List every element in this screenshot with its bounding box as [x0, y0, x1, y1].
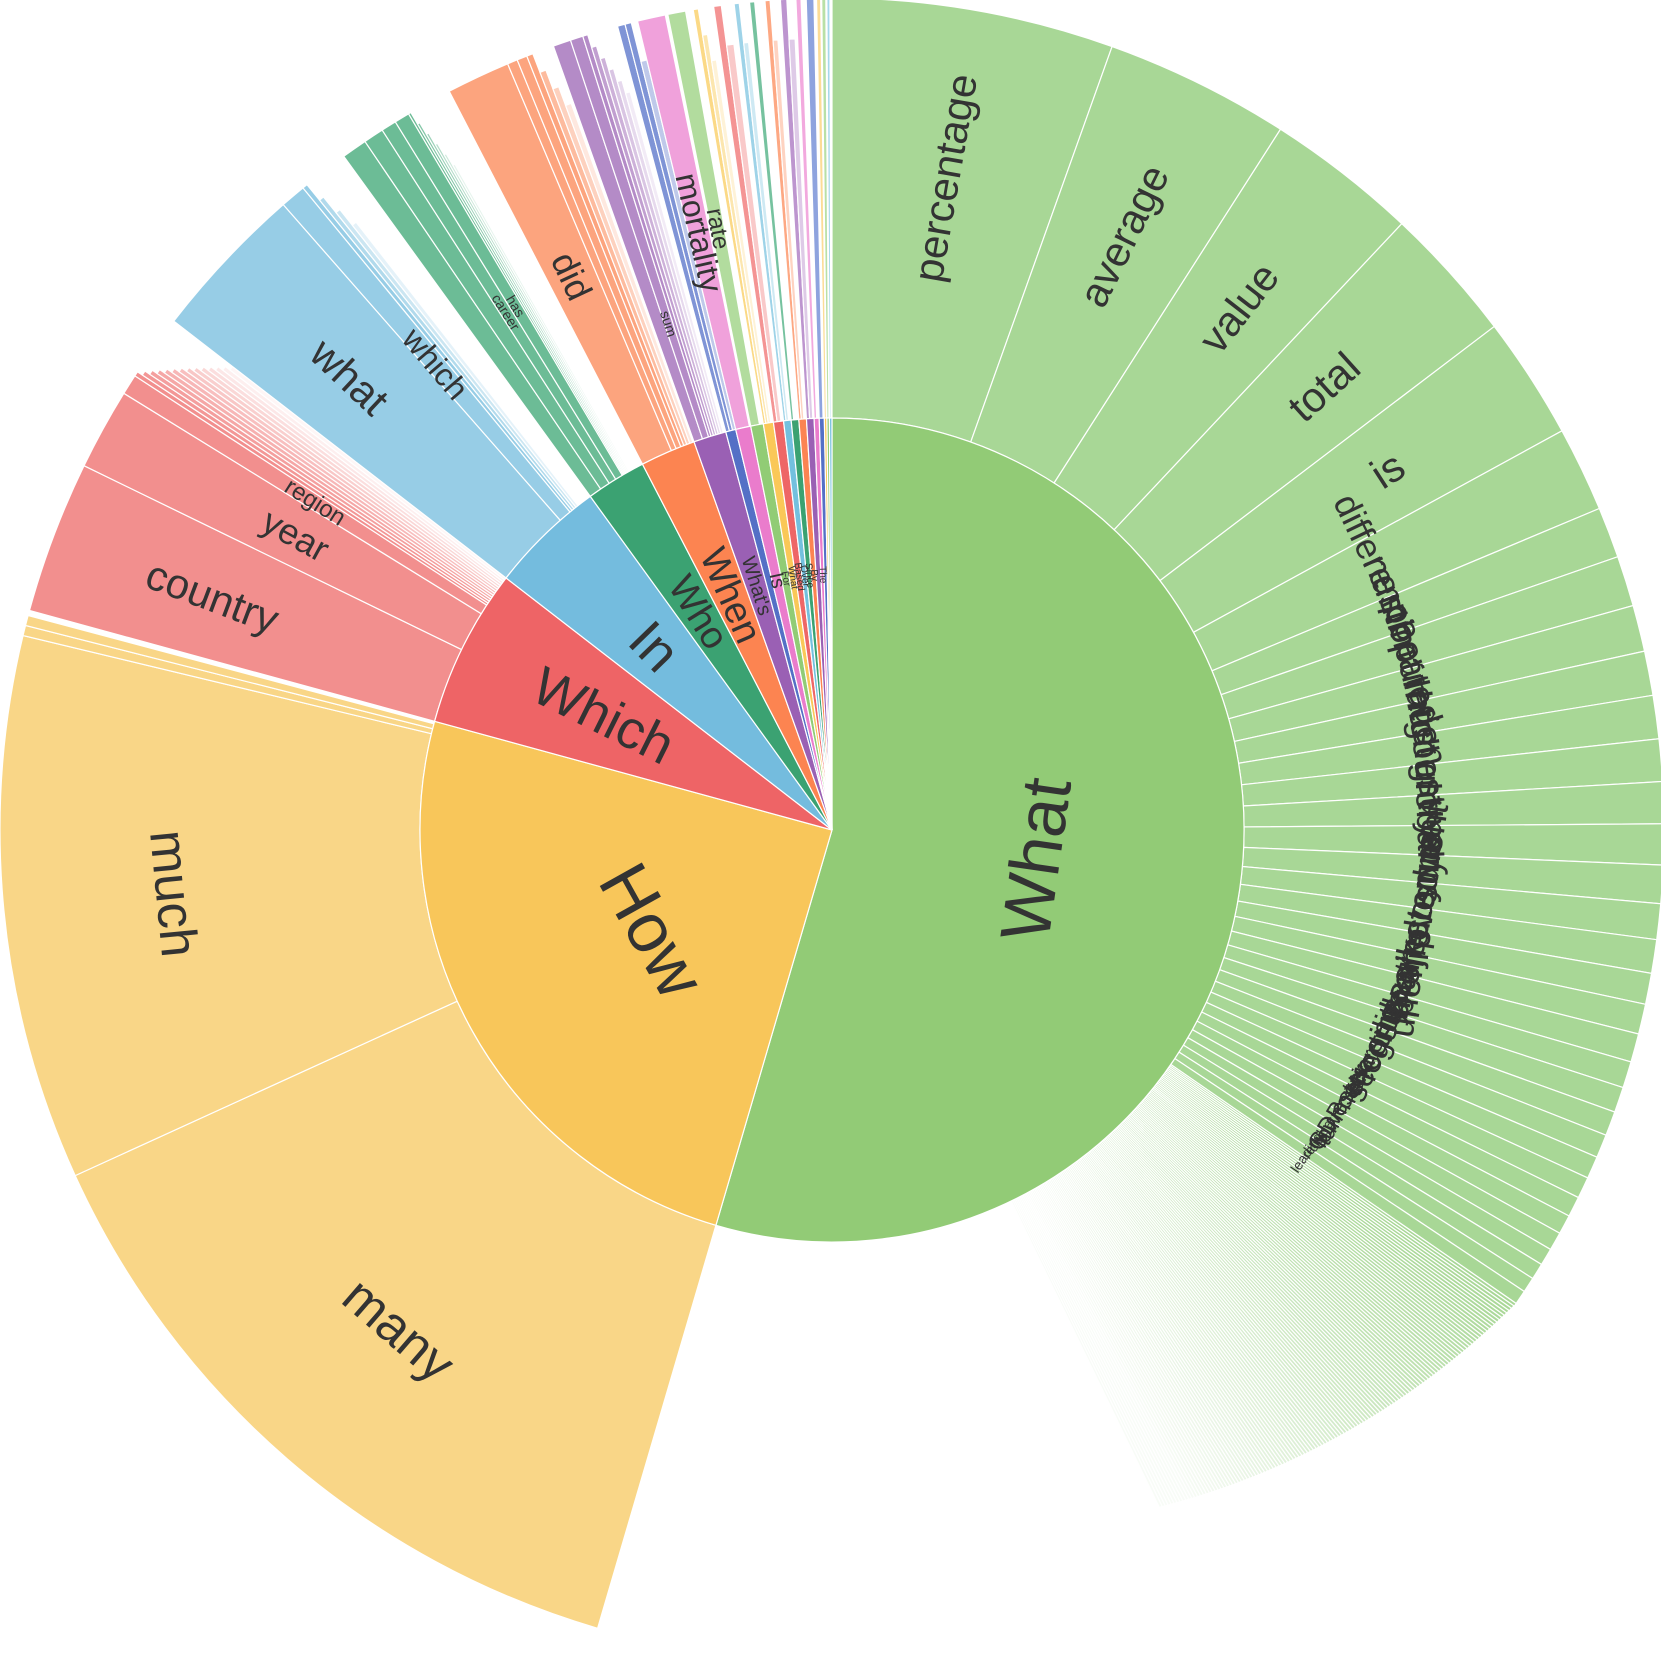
- outer-label-how-much: much: [138, 828, 208, 960]
- inner-ring: [420, 418, 1244, 1242]
- inner-label-the: The: [817, 566, 829, 584]
